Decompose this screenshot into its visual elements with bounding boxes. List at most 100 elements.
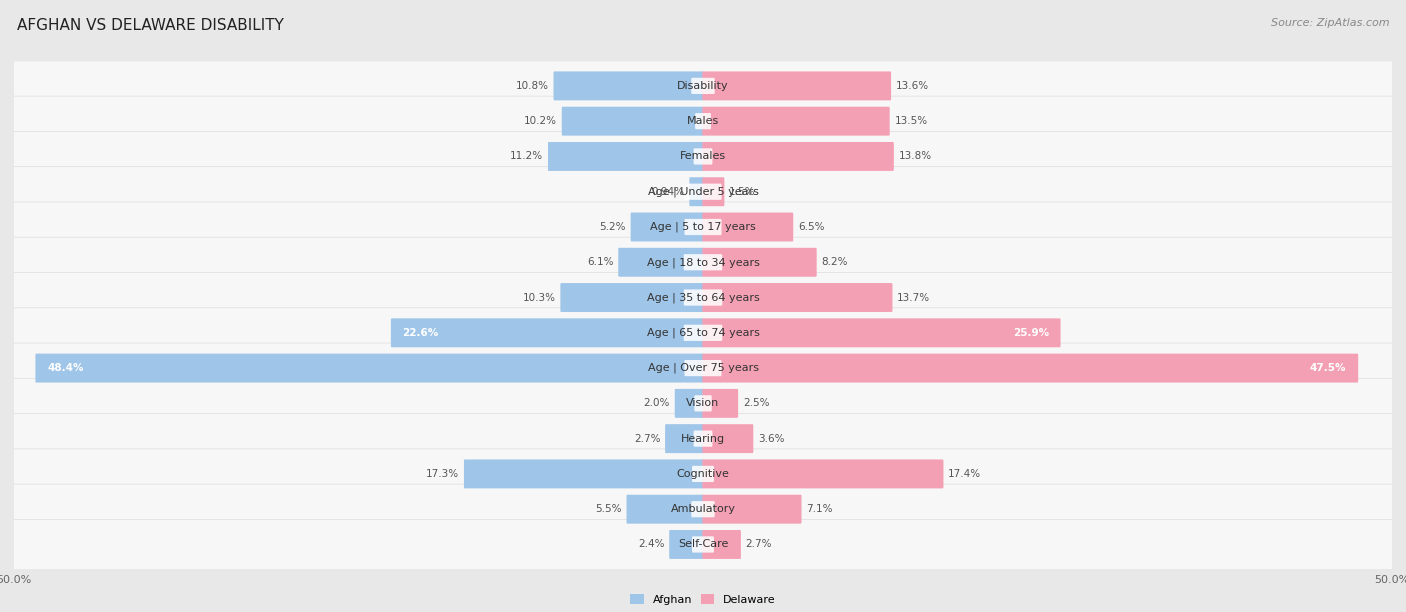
Text: 1.5%: 1.5%	[730, 187, 755, 196]
Text: Age | 35 to 64 years: Age | 35 to 64 years	[647, 293, 759, 303]
FancyBboxPatch shape	[464, 460, 703, 488]
FancyBboxPatch shape	[627, 494, 703, 524]
FancyBboxPatch shape	[703, 283, 893, 312]
Text: 47.5%: 47.5%	[1310, 363, 1347, 373]
Text: 2.7%: 2.7%	[634, 434, 661, 444]
FancyBboxPatch shape	[10, 202, 1396, 252]
FancyBboxPatch shape	[703, 389, 738, 418]
FancyBboxPatch shape	[669, 530, 703, 559]
Text: Cognitive: Cognitive	[676, 469, 730, 479]
FancyBboxPatch shape	[692, 536, 714, 553]
FancyBboxPatch shape	[703, 530, 741, 559]
FancyBboxPatch shape	[10, 378, 1396, 428]
Text: 7.1%: 7.1%	[807, 504, 832, 514]
FancyBboxPatch shape	[695, 113, 711, 129]
Text: Age | 65 to 74 years: Age | 65 to 74 years	[647, 327, 759, 338]
FancyBboxPatch shape	[631, 212, 703, 242]
FancyBboxPatch shape	[703, 212, 793, 242]
Text: 5.5%: 5.5%	[595, 504, 621, 514]
FancyBboxPatch shape	[10, 414, 1396, 464]
FancyBboxPatch shape	[391, 318, 703, 347]
Text: Females: Females	[681, 151, 725, 162]
FancyBboxPatch shape	[692, 466, 714, 482]
FancyBboxPatch shape	[703, 106, 890, 136]
Text: 3.6%: 3.6%	[758, 434, 785, 444]
FancyBboxPatch shape	[693, 148, 713, 165]
FancyBboxPatch shape	[703, 72, 891, 100]
FancyBboxPatch shape	[695, 395, 711, 411]
FancyBboxPatch shape	[562, 106, 703, 136]
Text: Source: ZipAtlas.com: Source: ZipAtlas.com	[1271, 18, 1389, 28]
Text: 2.5%: 2.5%	[742, 398, 769, 408]
FancyBboxPatch shape	[692, 501, 714, 517]
Text: 13.8%: 13.8%	[898, 151, 932, 162]
Text: 2.0%: 2.0%	[644, 398, 669, 408]
Text: 5.2%: 5.2%	[599, 222, 626, 232]
Text: 13.7%: 13.7%	[897, 293, 931, 302]
FancyBboxPatch shape	[703, 248, 817, 277]
FancyBboxPatch shape	[10, 272, 1396, 323]
FancyBboxPatch shape	[10, 520, 1396, 570]
FancyBboxPatch shape	[683, 325, 723, 341]
Text: Age | 5 to 17 years: Age | 5 to 17 years	[650, 222, 756, 232]
Text: 22.6%: 22.6%	[402, 328, 439, 338]
FancyBboxPatch shape	[683, 289, 723, 305]
Text: 10.8%: 10.8%	[516, 81, 548, 91]
FancyBboxPatch shape	[703, 354, 1358, 382]
Text: 17.3%: 17.3%	[426, 469, 460, 479]
Text: Ambulatory: Ambulatory	[671, 504, 735, 514]
FancyBboxPatch shape	[693, 430, 713, 447]
Text: Vision: Vision	[686, 398, 720, 408]
Text: Age | Over 75 years: Age | Over 75 years	[648, 363, 758, 373]
FancyBboxPatch shape	[10, 308, 1396, 358]
Text: 25.9%: 25.9%	[1012, 328, 1049, 338]
FancyBboxPatch shape	[703, 460, 943, 488]
Text: Disability: Disability	[678, 81, 728, 91]
FancyBboxPatch shape	[10, 237, 1396, 287]
FancyBboxPatch shape	[554, 72, 703, 100]
FancyBboxPatch shape	[703, 142, 894, 171]
Text: Hearing: Hearing	[681, 434, 725, 444]
FancyBboxPatch shape	[665, 424, 703, 453]
Text: 6.1%: 6.1%	[586, 257, 613, 267]
FancyBboxPatch shape	[10, 61, 1396, 111]
FancyBboxPatch shape	[675, 389, 703, 418]
Text: AFGHAN VS DELAWARE DISABILITY: AFGHAN VS DELAWARE DISABILITY	[17, 18, 284, 34]
Text: 17.4%: 17.4%	[948, 469, 981, 479]
FancyBboxPatch shape	[10, 132, 1396, 182]
Text: 11.2%: 11.2%	[510, 151, 543, 162]
FancyBboxPatch shape	[10, 484, 1396, 534]
Text: Age | Under 5 years: Age | Under 5 years	[648, 187, 758, 197]
FancyBboxPatch shape	[703, 424, 754, 453]
FancyBboxPatch shape	[35, 354, 703, 382]
FancyBboxPatch shape	[619, 248, 703, 277]
FancyBboxPatch shape	[692, 78, 714, 94]
Legend: Afghan, Delaware: Afghan, Delaware	[626, 590, 780, 610]
FancyBboxPatch shape	[703, 494, 801, 524]
FancyBboxPatch shape	[685, 360, 721, 376]
Text: 10.2%: 10.2%	[524, 116, 557, 126]
FancyBboxPatch shape	[703, 318, 1060, 347]
Text: 0.94%: 0.94%	[651, 187, 685, 196]
FancyBboxPatch shape	[10, 96, 1396, 146]
Text: 8.2%: 8.2%	[821, 257, 848, 267]
FancyBboxPatch shape	[689, 177, 703, 206]
FancyBboxPatch shape	[683, 254, 723, 271]
Text: 6.5%: 6.5%	[799, 222, 824, 232]
Text: 13.6%: 13.6%	[896, 81, 929, 91]
FancyBboxPatch shape	[685, 219, 721, 235]
FancyBboxPatch shape	[548, 142, 703, 171]
Text: 2.4%: 2.4%	[638, 539, 665, 550]
FancyBboxPatch shape	[561, 283, 703, 312]
Text: 13.5%: 13.5%	[894, 116, 928, 126]
Text: Males: Males	[688, 116, 718, 126]
Text: 10.3%: 10.3%	[523, 293, 555, 302]
Text: 48.4%: 48.4%	[48, 363, 83, 373]
FancyBboxPatch shape	[685, 184, 721, 200]
FancyBboxPatch shape	[10, 166, 1396, 217]
Text: Self-Care: Self-Care	[678, 539, 728, 550]
FancyBboxPatch shape	[10, 449, 1396, 499]
Text: Age | 18 to 34 years: Age | 18 to 34 years	[647, 257, 759, 267]
Text: 2.7%: 2.7%	[745, 539, 772, 550]
FancyBboxPatch shape	[10, 343, 1396, 393]
